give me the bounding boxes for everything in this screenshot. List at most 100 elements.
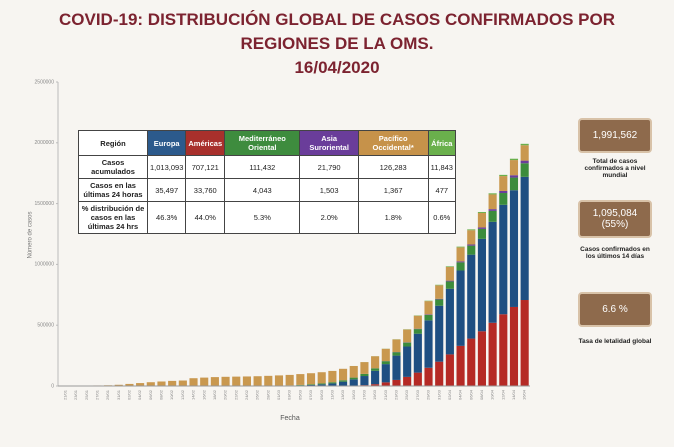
- bar-segment: [520, 300, 529, 386]
- bar-segment: [456, 261, 465, 263]
- title-line: 16/04/2020: [294, 58, 380, 77]
- stat-caption: Casos confirmados en los últimos 14 días: [580, 246, 650, 260]
- bar-segment: [477, 212, 486, 228]
- bar-segment: [157, 381, 166, 386]
- row-label: Casos en las últimas 24 horas: [78, 178, 148, 202]
- bar-segment: [456, 246, 465, 248]
- bar-segment: [467, 229, 476, 231]
- x-tick-label: 28/02: [265, 389, 270, 400]
- stat-caption: Total de casos confirmados a nivel mundi…: [584, 158, 646, 179]
- bar-segment: [509, 306, 519, 386]
- x-tick-label: 25/03: [404, 389, 409, 400]
- table-cell: 126,283: [357, 155, 429, 179]
- bar-segment: [114, 384, 123, 386]
- bar-segment: [242, 376, 251, 386]
- bar-segment: [499, 176, 508, 191]
- bar-segment: [285, 374, 294, 386]
- bar-segment: [221, 376, 230, 386]
- bar-segment: [371, 368, 380, 371]
- x-tick-label: 20/02: [223, 389, 228, 400]
- x-tick-label: 27/03: [415, 389, 420, 400]
- x-tick-label: 23/01: [73, 389, 78, 400]
- table-cell: 21,790: [299, 155, 359, 179]
- bar-segment: [488, 209, 497, 211]
- table-cell: 1,367: [357, 178, 429, 202]
- bar-segment: [445, 266, 454, 267]
- bar-segment: [477, 331, 486, 386]
- bar-segment: [477, 238, 486, 332]
- header-cell: Américas: [185, 130, 226, 156]
- table-cell: 33,760: [185, 178, 226, 202]
- bar-segment: [360, 373, 369, 377]
- bar-segment: [509, 177, 519, 191]
- bar-segment: [445, 354, 454, 386]
- x-tick-label: 01/03: [276, 389, 281, 400]
- bar-segment: [424, 367, 433, 386]
- bar-segment: [499, 314, 508, 386]
- x-tick-label: 02/04: [447, 389, 452, 400]
- x-tick-label: 11/03: [329, 389, 334, 399]
- stat-box: 1,095,084 (55%): [578, 200, 652, 238]
- bar-segment: [392, 352, 401, 356]
- bar-segment: [264, 375, 273, 386]
- bar-segment: [317, 383, 326, 385]
- bar-segment: [509, 190, 519, 307]
- bar-segment: [509, 160, 519, 176]
- y-tick-label: 2500000: [35, 79, 55, 85]
- bar-segment: [403, 346, 412, 377]
- bar-segment: [381, 382, 390, 386]
- bar-segment: [499, 193, 508, 205]
- x-tick-label: 29/03: [426, 389, 431, 400]
- bar-segment: [349, 379, 358, 386]
- x-tick-label: 26/02: [255, 389, 260, 400]
- x-tick-label: 31/01: [116, 389, 121, 400]
- x-tick-label: 02/02: [126, 389, 131, 400]
- bar-segment: [413, 315, 422, 329]
- bar-segment: [349, 377, 358, 380]
- x-tick-label: 16/02: [201, 389, 206, 400]
- x-tick-label: 21/03: [383, 389, 388, 400]
- header-cell: Mediterráneo Oriental: [224, 130, 301, 156]
- bar-segment: [339, 368, 348, 381]
- table-cell: 4,043: [224, 178, 301, 202]
- bar-segment: [232, 376, 241, 386]
- x-tick-label: 07/03: [308, 389, 313, 400]
- x-tick-label: 06/02: [148, 389, 153, 400]
- bar-segment: [456, 247, 465, 262]
- x-tick-label: 29/01: [105, 389, 110, 400]
- bar-segment: [445, 280, 454, 282]
- table-cell: 111,432: [224, 155, 301, 179]
- x-tick-label: 22/02: [233, 389, 238, 400]
- bar-segment: [413, 333, 422, 373]
- bar-segment: [392, 355, 401, 380]
- bar-segment: [403, 342, 412, 347]
- bar-segment: [136, 383, 145, 386]
- bar-segment: [445, 281, 454, 289]
- x-tick-label: 12/04: [500, 389, 505, 400]
- table-row: Casos en las últimas 24 horas 35,497 33,76…: [78, 178, 457, 202]
- y-tick-label: 500000: [37, 323, 54, 329]
- bar-segment: [328, 382, 337, 384]
- bar-segment: [477, 211, 486, 213]
- bar-segment: [381, 364, 390, 383]
- x-tick-label: 25/01: [84, 389, 89, 400]
- bar-segment: [210, 377, 219, 386]
- bar-segment: [435, 299, 444, 306]
- bar-segment: [296, 374, 305, 385]
- bar-segment: [424, 314, 433, 321]
- table-cell: 46.3%: [146, 201, 187, 234]
- table-cell: 35,497: [146, 178, 187, 202]
- table-cell: 11,843: [427, 155, 457, 179]
- table-cell: 1,013,093: [146, 155, 187, 179]
- header-cell: Región: [78, 130, 148, 156]
- bar-segment: [488, 193, 497, 195]
- bar-segment: [456, 262, 465, 271]
- x-tick-label: 23/03: [394, 389, 399, 400]
- x-tick-label: 17/03: [361, 389, 366, 400]
- bar-segment: [178, 380, 187, 386]
- bar-segment: [456, 270, 465, 346]
- table-row: Casos acumulados 1,013,093 707,121 111,432 2…: [78, 155, 457, 179]
- bar-segment: [488, 210, 497, 222]
- table-cell: 1.8%: [357, 201, 429, 234]
- bar-segment: [467, 338, 476, 386]
